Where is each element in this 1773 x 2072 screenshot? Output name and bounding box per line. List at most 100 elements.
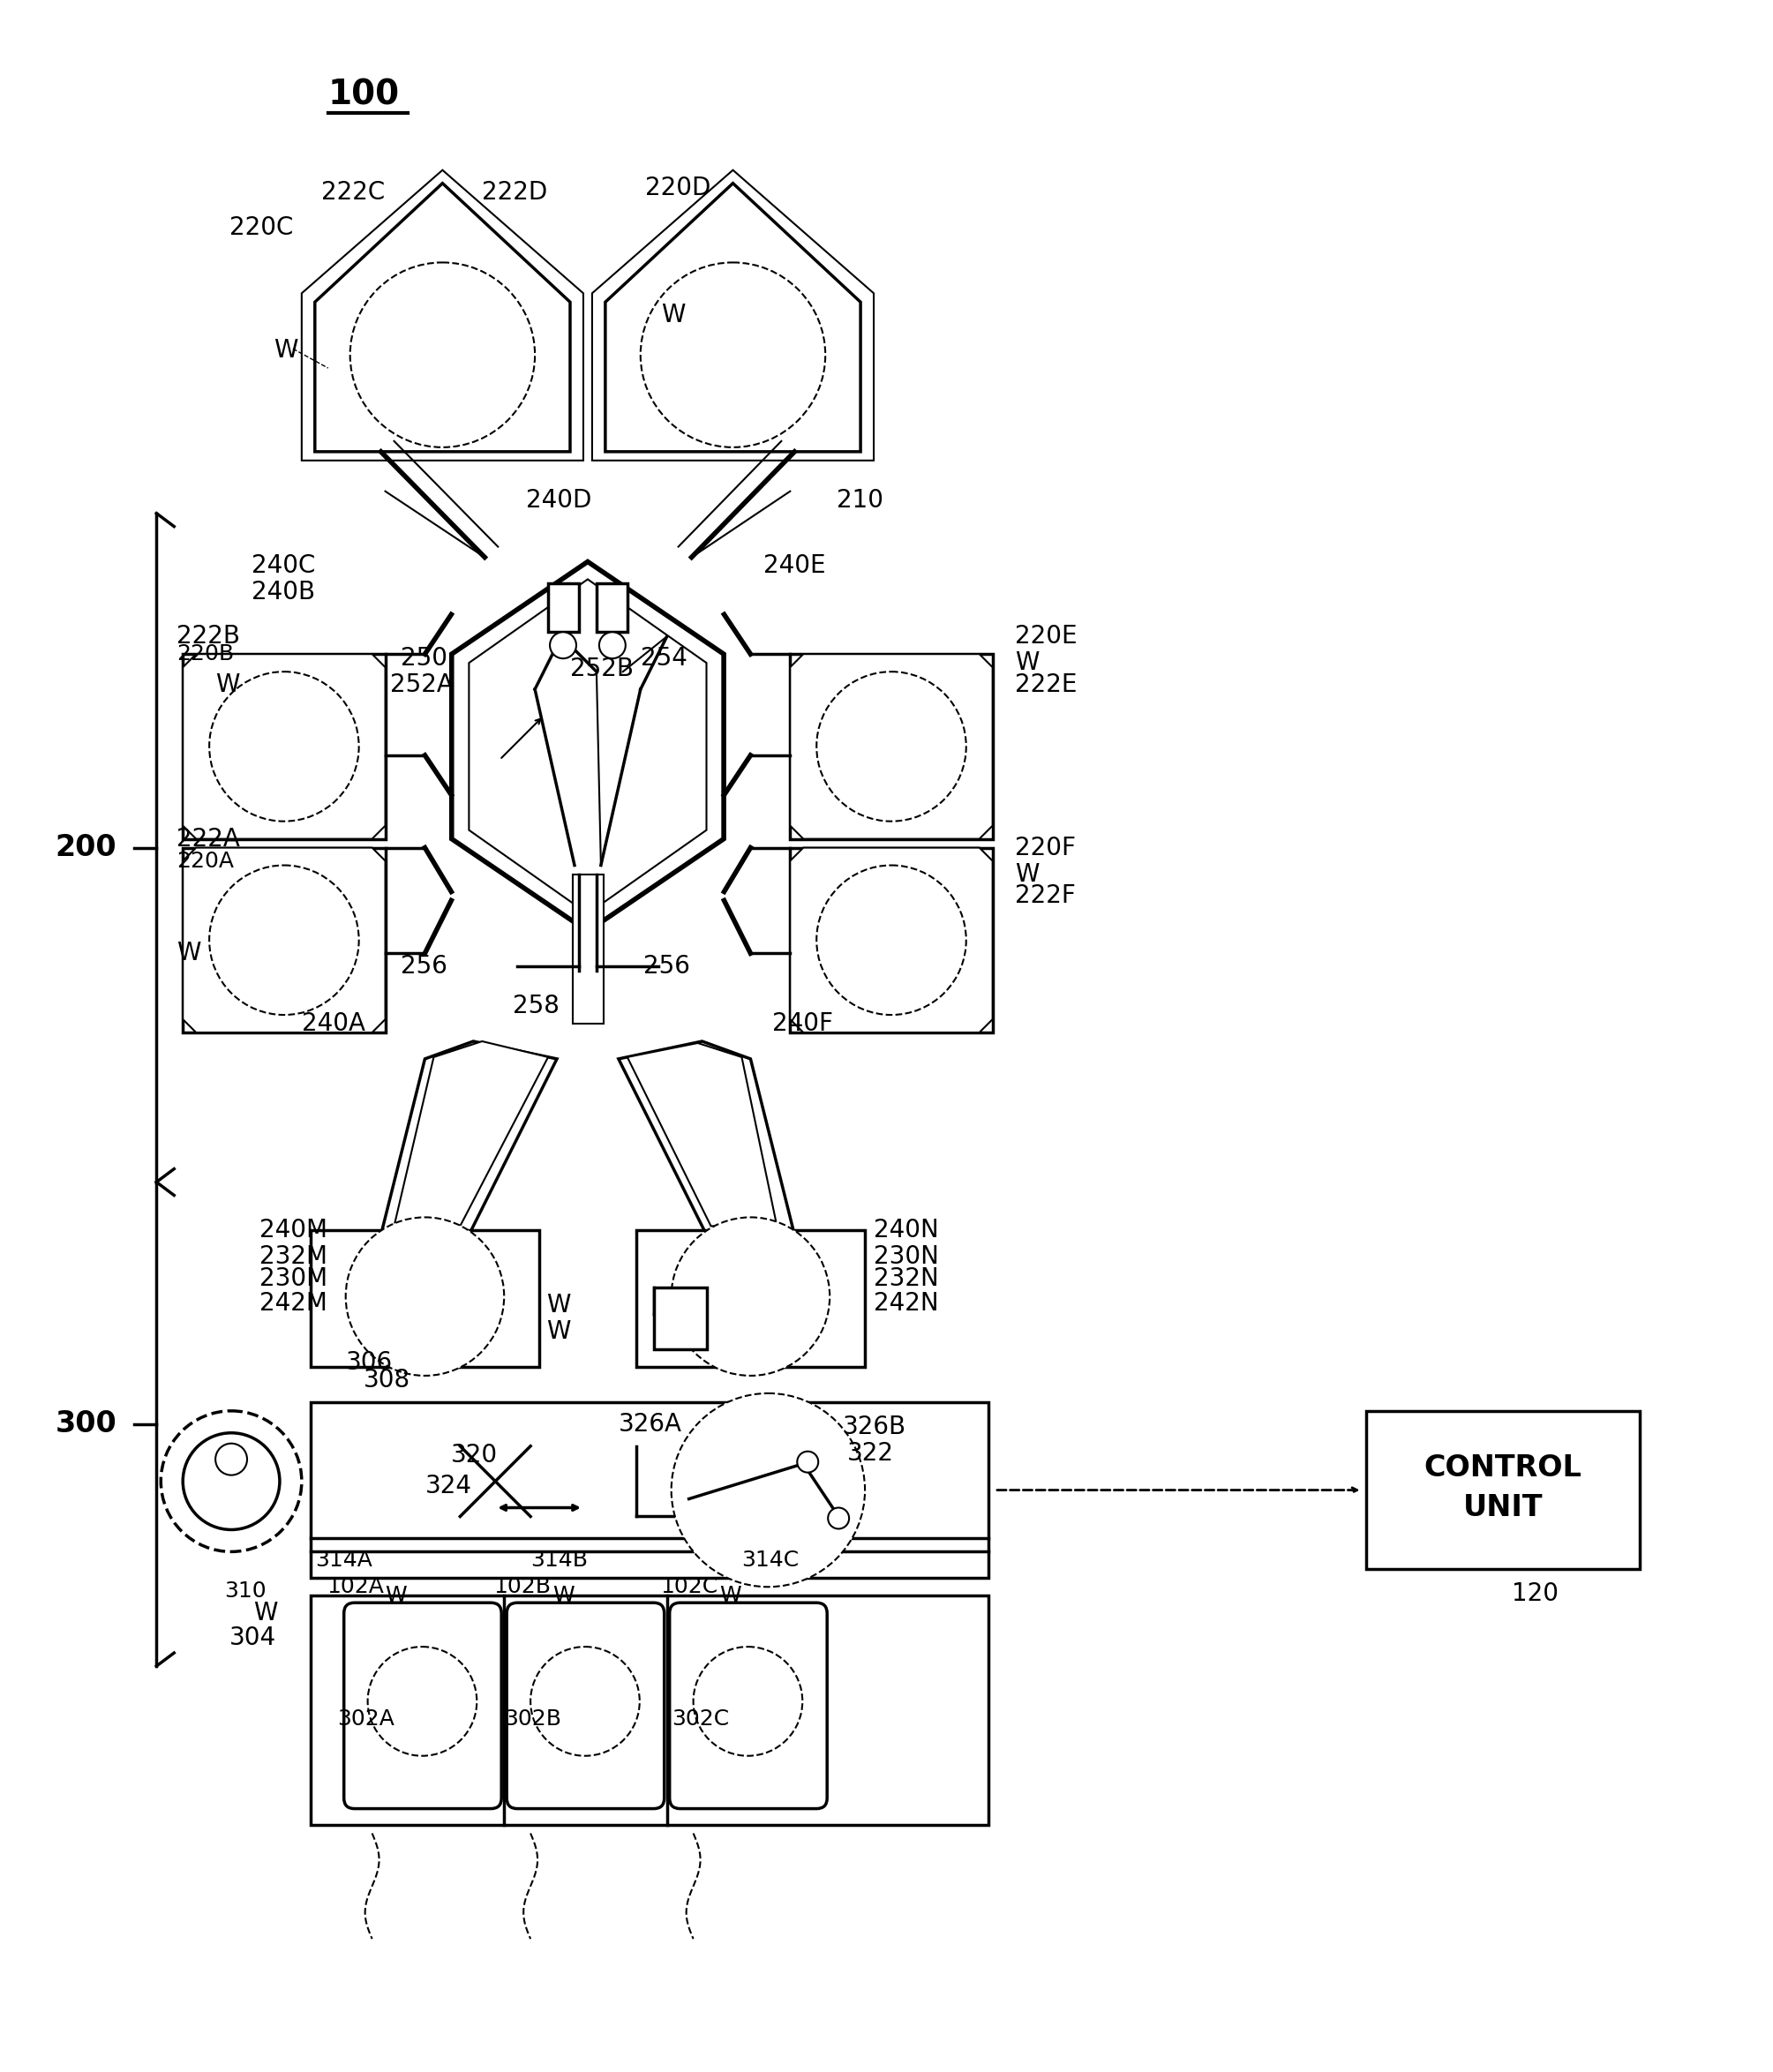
Circle shape	[161, 1411, 301, 1552]
Circle shape	[828, 1508, 849, 1529]
Polygon shape	[301, 170, 583, 460]
Bar	[596, 584, 628, 632]
Text: 220B: 220B	[177, 644, 234, 665]
Polygon shape	[470, 580, 706, 914]
Text: 230N: 230N	[874, 1245, 940, 1270]
Circle shape	[349, 263, 535, 448]
Circle shape	[798, 1450, 819, 1473]
Circle shape	[550, 632, 576, 659]
Text: 220D: 220D	[645, 176, 711, 201]
Text: 324: 324	[426, 1473, 472, 1498]
Text: 222B: 222B	[177, 624, 241, 649]
Text: 102C: 102C	[661, 1577, 718, 1598]
Text: W: W	[273, 338, 298, 363]
Text: 326B: 326B	[842, 1415, 906, 1440]
Text: 242N: 242N	[874, 1291, 938, 1316]
Text: 304: 304	[229, 1627, 277, 1649]
Text: W: W	[216, 673, 239, 698]
Text: CONTROL: CONTROL	[1424, 1455, 1582, 1484]
Text: 254: 254	[640, 646, 688, 671]
Text: 242M: 242M	[259, 1291, 328, 1316]
Text: 256: 256	[644, 953, 690, 978]
Polygon shape	[452, 562, 723, 930]
Bar	[310, 1403, 988, 1579]
Bar	[310, 1595, 988, 1825]
Circle shape	[817, 671, 966, 821]
Text: 240E: 240E	[764, 553, 826, 578]
Text: 314B: 314B	[530, 1550, 589, 1571]
Polygon shape	[628, 1042, 777, 1227]
Text: 302A: 302A	[337, 1707, 394, 1730]
Text: 240F: 240F	[773, 1011, 833, 1036]
Text: 250: 250	[401, 646, 447, 671]
Text: W: W	[254, 1602, 278, 1627]
Text: 256: 256	[401, 953, 447, 978]
Circle shape	[346, 1216, 504, 1376]
Text: 320: 320	[452, 1442, 498, 1467]
Text: 240C: 240C	[252, 553, 316, 578]
Text: 222D: 222D	[482, 180, 548, 205]
Text: 300: 300	[55, 1409, 117, 1438]
Text: 314C: 314C	[741, 1550, 800, 1571]
FancyBboxPatch shape	[670, 1604, 826, 1809]
Text: W: W	[1014, 862, 1039, 887]
Polygon shape	[310, 1231, 539, 1368]
Text: 322: 322	[847, 1440, 894, 1465]
Polygon shape	[637, 1231, 865, 1368]
Text: W: W	[385, 1585, 408, 1606]
Circle shape	[817, 866, 966, 1015]
Circle shape	[209, 866, 358, 1015]
Text: 232N: 232N	[874, 1266, 940, 1291]
Bar	[573, 874, 603, 1024]
Bar	[183, 847, 385, 1032]
Text: 222E: 222E	[1014, 673, 1076, 698]
Text: W: W	[553, 1585, 574, 1606]
Text: 302B: 302B	[504, 1707, 562, 1730]
Circle shape	[672, 1392, 865, 1587]
Text: 252B: 252B	[571, 657, 633, 682]
Polygon shape	[619, 1042, 794, 1235]
Text: 102B: 102B	[493, 1577, 551, 1598]
Text: 220E: 220E	[1014, 624, 1076, 649]
Bar	[548, 584, 580, 632]
Text: 240B: 240B	[252, 580, 316, 605]
Text: 302C: 302C	[672, 1707, 729, 1730]
Text: 326A: 326A	[619, 1411, 683, 1436]
Circle shape	[599, 632, 626, 659]
Text: 314A: 314A	[316, 1550, 372, 1571]
Text: 240D: 240D	[527, 487, 592, 512]
Polygon shape	[605, 182, 860, 452]
Polygon shape	[381, 1042, 557, 1235]
Circle shape	[183, 1434, 280, 1529]
Polygon shape	[316, 182, 571, 452]
Text: 100: 100	[328, 79, 399, 112]
Text: 222F: 222F	[1014, 885, 1076, 908]
Text: 220A: 220A	[177, 850, 234, 872]
Circle shape	[216, 1444, 246, 1475]
Text: 258: 258	[512, 995, 560, 1019]
Text: W: W	[546, 1293, 571, 1318]
Circle shape	[209, 671, 358, 821]
Text: 102A: 102A	[326, 1577, 383, 1598]
Text: 310: 310	[223, 1581, 266, 1602]
Polygon shape	[592, 170, 874, 460]
Bar	[791, 847, 993, 1032]
FancyBboxPatch shape	[344, 1604, 502, 1809]
Text: 200: 200	[55, 833, 117, 862]
Polygon shape	[183, 655, 385, 839]
Text: 240A: 240A	[301, 1011, 365, 1036]
Text: 232M: 232M	[259, 1245, 328, 1270]
Text: 220F: 220F	[1014, 835, 1076, 860]
FancyBboxPatch shape	[507, 1604, 665, 1809]
Text: 240N: 240N	[874, 1218, 940, 1243]
Text: 222A: 222A	[177, 827, 239, 852]
Text: W: W	[720, 1585, 741, 1606]
Text: UNIT: UNIT	[1463, 1494, 1543, 1523]
Text: W: W	[546, 1320, 571, 1345]
Polygon shape	[394, 1042, 548, 1227]
Text: 220C: 220C	[229, 215, 293, 240]
Text: 210: 210	[837, 487, 883, 512]
Circle shape	[367, 1647, 477, 1755]
Circle shape	[640, 263, 826, 448]
Polygon shape	[183, 847, 385, 1032]
